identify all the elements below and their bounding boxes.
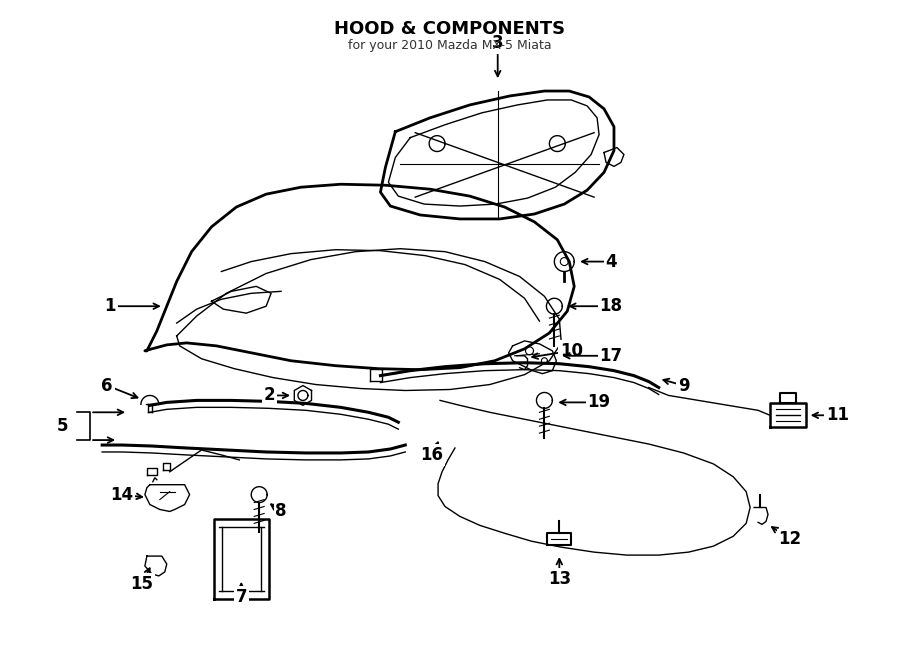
Text: 2: 2 [264, 387, 274, 405]
Text: 9: 9 [678, 377, 689, 395]
Text: 18: 18 [599, 297, 623, 315]
Text: 10: 10 [560, 342, 582, 360]
Text: 14: 14 [111, 486, 133, 504]
Text: 12: 12 [778, 530, 802, 548]
Text: HOOD & COMPONENTS: HOOD & COMPONENTS [335, 20, 565, 38]
Text: 15: 15 [130, 575, 153, 593]
Text: 11: 11 [826, 407, 849, 424]
Text: 17: 17 [599, 347, 623, 365]
Text: 19: 19 [588, 393, 610, 411]
Text: 7: 7 [236, 588, 248, 605]
Text: 5: 5 [57, 417, 68, 435]
Text: 1: 1 [104, 297, 116, 315]
Text: for your 2010 Mazda MX-5 Miata: for your 2010 Mazda MX-5 Miata [348, 39, 552, 52]
Text: 8: 8 [275, 502, 287, 520]
Text: 13: 13 [548, 570, 571, 588]
Text: 6: 6 [102, 377, 112, 395]
Text: 16: 16 [420, 446, 444, 464]
Text: 3: 3 [492, 34, 503, 52]
Text: 4: 4 [605, 253, 617, 270]
